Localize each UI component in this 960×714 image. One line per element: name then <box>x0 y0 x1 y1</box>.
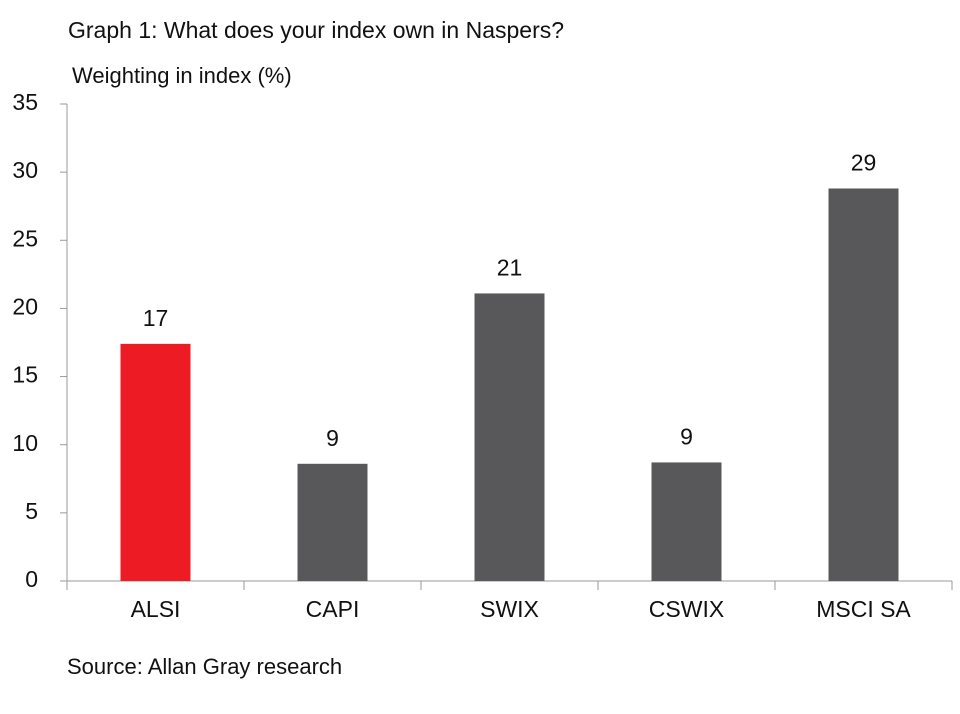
y-tick-label: 35 <box>12 89 38 115</box>
bar <box>651 462 722 581</box>
y-tick-label: 0 <box>25 566 38 592</box>
value-label: 21 <box>497 255 523 281</box>
x-tick-label: CSWIX <box>649 596 724 622</box>
x-tick-label: MSCI SA <box>816 596 911 622</box>
y-tick-label: 25 <box>12 225 38 251</box>
bar <box>297 463 368 581</box>
y-tick-label: 20 <box>12 294 38 320</box>
value-label: 9 <box>680 424 693 450</box>
source-note: Source: Allan Gray research <box>67 654 342 679</box>
chart-title: Graph 1: What does your index own in Nas… <box>68 17 564 43</box>
y-tick-label: 5 <box>25 498 38 524</box>
y-tick-label: 15 <box>12 362 38 388</box>
bar <box>828 188 899 582</box>
x-tick-label: SWIX <box>480 596 539 622</box>
bar <box>120 343 191 581</box>
y-axis-label: Weighting in index (%) <box>72 63 292 88</box>
x-tick-label: CAPI <box>306 596 360 622</box>
y-tick-label: 30 <box>12 157 38 183</box>
value-label: 17 <box>143 305 169 331</box>
x-tick-label: ALSI <box>131 596 181 622</box>
value-label: 29 <box>851 150 877 176</box>
bar <box>474 293 545 581</box>
value-label: 9 <box>326 425 339 451</box>
y-tick-label: 10 <box>12 430 38 456</box>
